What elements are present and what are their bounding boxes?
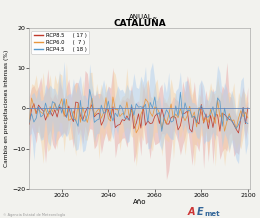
Y-axis label: Cambio en precipitaciones intensas (%): Cambio en precipitaciones intensas (%): [4, 50, 9, 167]
Text: E: E: [196, 207, 203, 217]
Title: CATALUÑA: CATALUÑA: [113, 19, 166, 28]
X-axis label: Año: Año: [133, 199, 146, 205]
Text: © Agencia Estatal de Meteorología: © Agencia Estatal de Meteorología: [3, 213, 65, 217]
Legend: RCP8.5     ( 17 ), RCP6.0     (  7 ), RCP4.5     ( 18 ): RCP8.5 ( 17 ), RCP6.0 ( 7 ), RCP4.5 ( 18…: [31, 31, 89, 54]
Text: met: met: [204, 211, 220, 217]
Text: ANUAL: ANUAL: [128, 14, 152, 20]
Text: A: A: [187, 207, 195, 217]
